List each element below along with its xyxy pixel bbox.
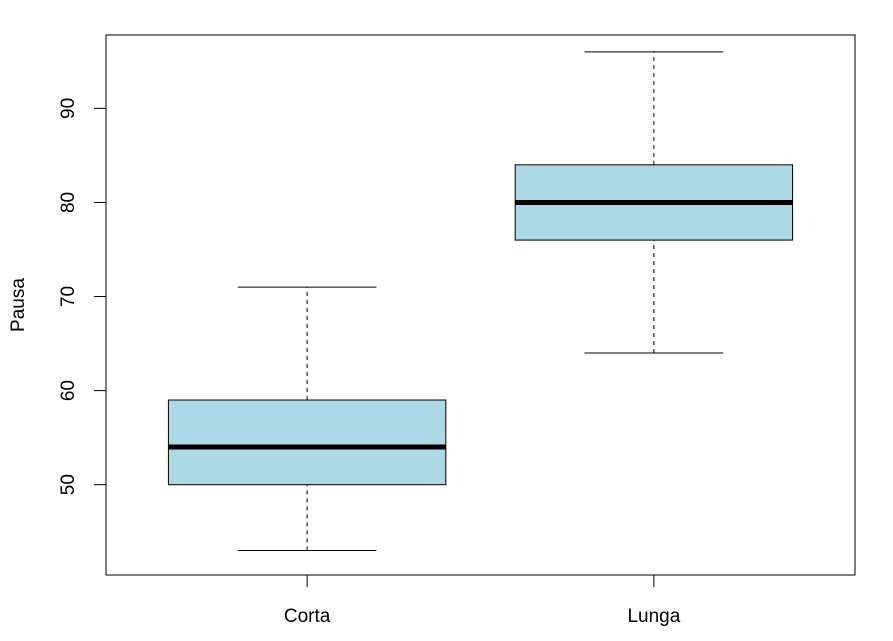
box-corta — [167, 286, 447, 552]
box-lunga — [514, 51, 794, 354]
x-tick-label: Lunga — [627, 606, 680, 627]
y-axis: 50 60 70 80 90 — [58, 98, 107, 495]
y-tick-label: 50 — [58, 474, 79, 495]
box-iqr — [167, 399, 447, 486]
plot-frame — [105, 34, 856, 576]
y-axis-title: Pausa — [8, 278, 29, 332]
y-tick-label: 80 — [58, 192, 79, 213]
y-tick-label: 60 — [58, 380, 79, 401]
boxes — [167, 51, 794, 552]
y-tick-label: 70 — [58, 286, 79, 307]
x-axis: Corta Lunga — [284, 574, 681, 627]
x-tick-label: Corta — [284, 606, 331, 627]
y-tick-label: 90 — [58, 98, 79, 119]
